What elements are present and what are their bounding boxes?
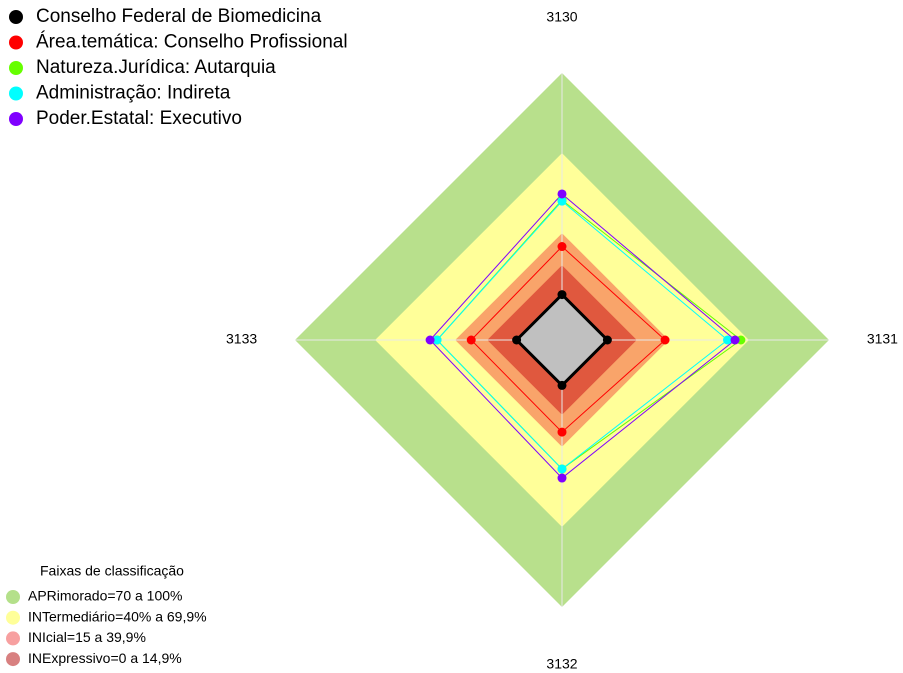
- band-legend-marker: [6, 652, 20, 667]
- series-point: [466, 335, 476, 345]
- legend-marker: [9, 61, 23, 75]
- legend-label: Conselho Federal de Biomedicina: [36, 6, 322, 27]
- legend-label: Área.temática: Conselho Profissional: [36, 32, 348, 53]
- band-legend-label: INTermediário=40% a 69,9%: [28, 608, 207, 624]
- series-point: [557, 464, 567, 474]
- series-point: [425, 335, 435, 345]
- legend-label: Poder.Estatal: Executivo: [36, 108, 242, 129]
- series-point: [557, 380, 567, 390]
- legend-label: Natureza.Jurídica: Autarquia: [36, 57, 276, 78]
- series-point: [602, 335, 612, 345]
- band-legend-marker: [6, 610, 20, 625]
- legend-marker: [9, 35, 23, 50]
- series-point: [557, 196, 567, 206]
- series-point: [557, 290, 567, 300]
- legend-label: Administração: Indireta: [36, 83, 231, 104]
- band-legend-marker: [6, 590, 20, 604]
- axis-label: 3133: [226, 331, 257, 347]
- series-point: [557, 189, 567, 199]
- band-legend-label: INExpressivo=0 a 14,9%: [28, 650, 182, 666]
- legend-marker: [9, 10, 23, 24]
- series-point: [512, 335, 522, 345]
- series-point: [557, 242, 567, 252]
- axis-label: 3132: [546, 656, 577, 672]
- legend-marker: [9, 112, 23, 126]
- series-point: [730, 335, 740, 345]
- series-point: [432, 335, 442, 345]
- series-point: [723, 335, 733, 345]
- band-legend-label: APRimorado=70 a 100%: [28, 588, 183, 604]
- axis-label: 3131: [867, 331, 898, 347]
- series-point: [660, 335, 670, 345]
- legend-marker: [9, 86, 23, 101]
- series-point: [557, 473, 567, 483]
- series-point: [557, 427, 567, 437]
- axis-label: 3130: [546, 9, 577, 25]
- bands-title: Faixas de classificação: [40, 563, 184, 579]
- band-legend-label: INIcial=15 a 39,9%: [28, 629, 146, 645]
- band-legend-marker: [6, 631, 20, 646]
